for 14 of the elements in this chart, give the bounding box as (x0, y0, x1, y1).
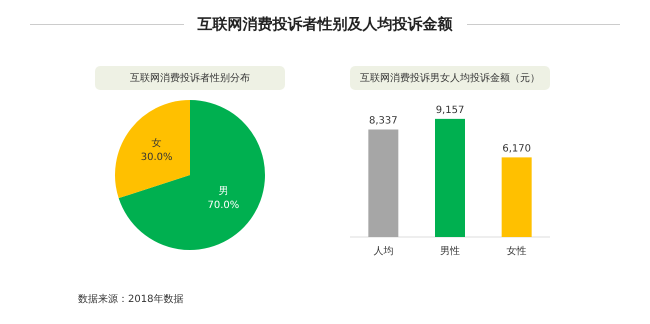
chart-title: 互联网消费投诉男女人均投诉金额（元） (350, 66, 550, 90)
data-label: 30.0% (140, 152, 173, 163)
slice-label: 女 (152, 136, 162, 149)
slice-label: 男 (218, 186, 228, 198)
data-label: 6,170 (502, 143, 531, 154)
x-tick-label: 人均 (373, 244, 394, 257)
text: 互联网消费投诉者性别及人均投诉金额 (184, 15, 466, 33)
source-note: 数据来源：2018年数据 (78, 292, 184, 306)
x-tick-label: 女性 (506, 244, 527, 257)
data-label: 70.0% (207, 200, 240, 212)
x-tick-label: 男性 (440, 244, 460, 257)
data-label: 8,337 (369, 115, 398, 126)
chart-title: 互联网消费投诉者性别分布 (95, 66, 285, 90)
data-label: 9,157 (436, 104, 464, 116)
